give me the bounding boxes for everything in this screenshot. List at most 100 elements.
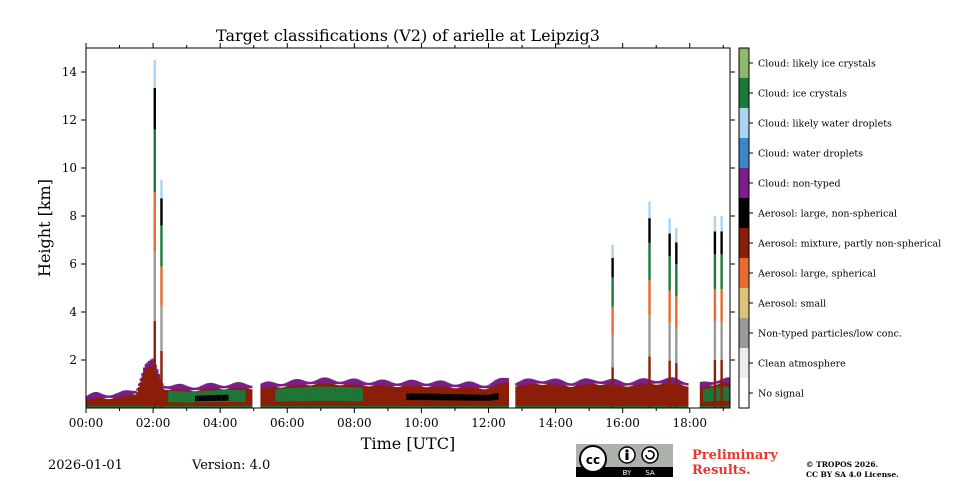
ground-layer-cell [146, 406, 149, 408]
cloud-nontyped-cell [500, 377, 503, 384]
aerosol-mixture-cell [679, 384, 682, 408]
aerosol-mixture-cell [158, 377, 161, 408]
ground-layer-cell [491, 406, 494, 408]
aerosol-mixture-cell [389, 385, 392, 408]
x-tick-label: 02:00 [136, 416, 171, 430]
ground-layer-cell [112, 406, 115, 408]
aerosol-mixture-cell [580, 382, 583, 408]
ground-layer-cell [597, 406, 600, 408]
ground-layer-cell [548, 406, 551, 408]
cloud-nontyped-cell [218, 385, 221, 389]
ground-layer-cell [436, 406, 439, 408]
aerosol-mixture-cell [651, 383, 654, 408]
convective-column-segment [675, 228, 678, 243]
convective-column-segment [160, 351, 163, 408]
cloud-nontyped-cell [208, 382, 211, 390]
ground-layer-cell [99, 406, 102, 408]
aerosol-nonspherical-cell [411, 393, 414, 401]
ground-layer-cell [270, 406, 273, 408]
aerosol-nonspherical-cell [195, 395, 198, 402]
cloud-nontyped-cell [335, 381, 338, 385]
ground-layer-cell [247, 406, 250, 408]
ground-layer-cell [481, 406, 484, 408]
ground-layer-cell [543, 406, 546, 408]
cloud-ice-cell [711, 387, 714, 402]
ground-layer-cell [716, 406, 719, 408]
cloud-nontyped-cell [265, 381, 268, 388]
aerosol-mixture-cell [585, 381, 588, 408]
aerosol-mixture-cell [671, 380, 674, 408]
cloud-nontyped-cell [186, 386, 189, 391]
aerosol-mixture-cell [562, 384, 565, 408]
aerosol-nonspherical-cell [451, 394, 454, 401]
ground-layer-cell [562, 406, 565, 408]
aerosol-mixture-cell [577, 384, 580, 408]
ground-layer-cell [374, 406, 377, 408]
ground-layer-cell [672, 406, 676, 408]
aerosol-mixture-cell [107, 399, 110, 408]
ground-layer-cell [327, 406, 330, 408]
ground-layer-cell [216, 406, 219, 408]
cloud-nontyped-cell [631, 382, 634, 386]
cloud-nontyped-cell [146, 362, 149, 368]
aerosol-mixture-cell [127, 393, 131, 408]
aerosol-mixture-cell [641, 381, 644, 408]
ground-layer-cell [206, 406, 209, 408]
ground-layer-cell [371, 406, 374, 408]
cloud-ice-cell [287, 388, 290, 402]
aerosol-mixture-cell [96, 395, 99, 408]
aerosol-nonspherical-cell [424, 393, 427, 401]
aerosol-nonspherical-cell [438, 393, 441, 401]
ground-layer-cell [215, 406, 218, 408]
cloud-nontyped-cell [580, 379, 583, 385]
cloud-nontyped-cell [538, 381, 541, 384]
aerosol-mixture-cell [151, 362, 154, 408]
aerosol-mixture-cell [376, 384, 379, 408]
ground-layer-cell [485, 406, 488, 408]
aerosol-mixture-cell [149, 363, 152, 408]
ground-layer-cell [627, 406, 630, 408]
aerosol-mixture-cell [94, 395, 97, 408]
cloud-nontyped-cell [119, 391, 122, 398]
ground-layer-cell [389, 406, 392, 408]
aerosol-mixture-cell [97, 396, 100, 408]
y-tick-label: 10 [62, 161, 77, 175]
ground-layer-cell [350, 406, 354, 408]
ground-layer-cell [709, 406, 712, 408]
ground-layer-cell [131, 406, 134, 408]
ground-layer-cell [579, 406, 582, 408]
aerosol-mixture-cell [126, 393, 129, 408]
ground-layer-cell [459, 406, 463, 408]
cloud-nontyped-cell [136, 388, 139, 391]
aerosol-mixture-cell [263, 385, 266, 408]
aerosol-mixture-cell [563, 385, 567, 408]
cloud-ice-cell [329, 386, 332, 401]
aerosol-mixture-cell [662, 382, 665, 408]
y-tick-label: 14 [62, 65, 78, 79]
aerosol-nonspherical-cell [490, 394, 493, 401]
aerosol-mixture-cell [579, 383, 582, 408]
ground-layer-cell [168, 406, 171, 408]
ground-layer-cell [201, 406, 204, 408]
aerosol-nonspherical-cell [419, 393, 422, 401]
cloud-nontyped-cell [609, 379, 612, 385]
cloud-nontyped-cell [312, 381, 315, 385]
aerosol-nonspherical-cell [466, 394, 469, 401]
aerosol-nonspherical-cell [409, 393, 412, 401]
ground-layer-cell [411, 406, 414, 408]
aerosol-mixture-cell [391, 386, 394, 408]
convective-column-segment [713, 254, 717, 289]
cloud-nontyped-cell [235, 382, 238, 389]
cloud-nontyped-cell [163, 385, 166, 389]
cloud-nontyped-cell [314, 380, 317, 384]
convective-column-segment [611, 244, 614, 258]
cloud-nontyped-cell [404, 381, 407, 386]
cloud-nontyped-cell [671, 377, 674, 384]
convective-column-segment [668, 322, 671, 361]
ground-layer-cell [706, 406, 709, 408]
aerosol-mixture-cell [527, 382, 530, 408]
ground-layer-cell [661, 406, 664, 408]
colorbar-swatch [739, 168, 749, 198]
aerosol-mixture-cell [543, 384, 546, 408]
ground-layer-cell [235, 406, 238, 408]
